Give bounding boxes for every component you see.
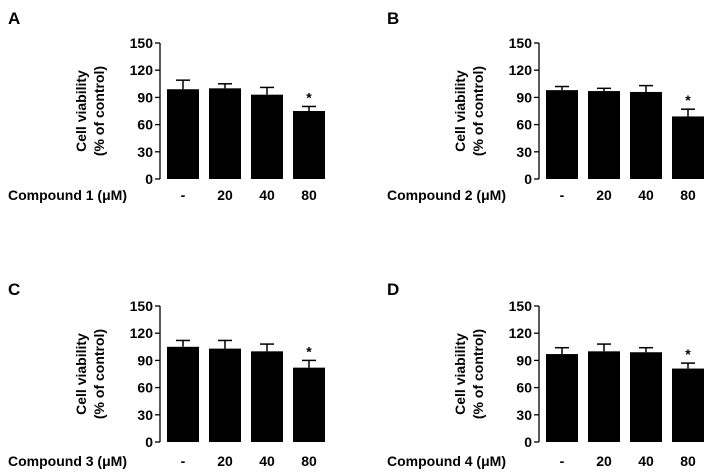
y-axis-title: Cell viability xyxy=(73,333,89,415)
y-tick-label: 0 xyxy=(524,434,532,450)
bar xyxy=(546,354,578,442)
panel-a: A 0 30 60 90 120 150 Cell viability (% of contro… xyxy=(8,9,325,203)
y-tick-label: 30 xyxy=(137,144,153,160)
y-axis-subtitle: (% of control) xyxy=(91,329,107,419)
y-tick-label: 30 xyxy=(516,407,532,423)
x-tick-label: - xyxy=(560,453,565,469)
x-tick-label: 20 xyxy=(596,453,612,469)
y-axis-title: Cell viability xyxy=(452,333,468,415)
treatment-label: Compound 1 (μM) xyxy=(8,187,127,203)
y-tick-label: 150 xyxy=(509,35,533,51)
x-tick-label: - xyxy=(560,187,565,203)
y-tick-label: 30 xyxy=(516,144,532,160)
bar xyxy=(209,88,241,179)
significance-marker: * xyxy=(685,92,691,108)
x-tick-label: 40 xyxy=(259,453,275,469)
bar xyxy=(251,351,283,442)
y-axis-title: Cell viability xyxy=(73,70,89,152)
y-tick-label: 60 xyxy=(516,117,532,133)
y-tick-label: 60 xyxy=(137,380,153,396)
bar xyxy=(672,368,704,442)
y-axis-title: Cell viability xyxy=(452,70,468,152)
significance-marker: * xyxy=(685,346,691,362)
bar xyxy=(588,351,620,442)
bar xyxy=(167,89,199,179)
bar xyxy=(630,352,662,442)
y-tick-label: 90 xyxy=(137,352,153,368)
treatment-label: Compound 2 (μM) xyxy=(387,187,506,203)
x-tick-label: 40 xyxy=(638,187,654,203)
y-tick-label: 0 xyxy=(524,171,532,187)
bar xyxy=(209,348,241,442)
y-tick-label: 90 xyxy=(516,89,532,105)
bar xyxy=(630,91,662,179)
x-tick-label: 80 xyxy=(680,453,696,469)
bar xyxy=(672,116,704,179)
significance-marker: * xyxy=(306,343,312,359)
panel-b: B 0 30 60 90 120 150 Cell viability (% of contro… xyxy=(387,9,704,203)
y-tick-label: 90 xyxy=(516,352,532,368)
y-tick-label: 0 xyxy=(145,171,153,187)
bar xyxy=(251,94,283,179)
y-axis-subtitle: (% of control) xyxy=(470,66,486,156)
y-tick-label: 0 xyxy=(145,434,153,450)
bar xyxy=(293,367,325,442)
y-tick-label: 60 xyxy=(516,380,532,396)
y-tick-label: 120 xyxy=(130,62,154,78)
y-tick-label: 90 xyxy=(137,89,153,105)
x-tick-label: 20 xyxy=(596,187,612,203)
panel-label: D xyxy=(387,280,399,299)
bar xyxy=(588,91,620,179)
y-axis-subtitle: (% of control) xyxy=(91,66,107,156)
treatment-label: Compound 3 (μM) xyxy=(8,453,127,469)
y-tick-label: 150 xyxy=(130,298,154,314)
x-tick-label: 20 xyxy=(217,187,233,203)
y-tick-label: 60 xyxy=(137,117,153,133)
panel-c: C 0 30 60 90 120 150 Cell viability (% of contro… xyxy=(8,280,325,469)
panel-label: A xyxy=(8,9,20,28)
panel-label: B xyxy=(387,9,399,28)
x-tick-label: 80 xyxy=(301,453,317,469)
y-tick-label: 150 xyxy=(509,298,533,314)
bar xyxy=(167,346,199,442)
y-tick-label: 150 xyxy=(130,35,154,51)
panel-label: C xyxy=(8,280,20,299)
x-tick-label: 40 xyxy=(638,453,654,469)
y-axis-subtitle: (% of control) xyxy=(470,329,486,419)
significance-marker: * xyxy=(306,89,312,105)
x-tick-label: 40 xyxy=(259,187,275,203)
x-tick-label: 80 xyxy=(301,187,317,203)
x-tick-label: 20 xyxy=(217,453,233,469)
x-tick-label: 80 xyxy=(680,187,696,203)
x-tick-label: - xyxy=(181,453,186,469)
y-tick-label: 120 xyxy=(509,325,533,341)
y-tick-label: 120 xyxy=(130,325,154,341)
y-tick-label: 120 xyxy=(509,62,533,78)
treatment-label: Compound 4 (μM) xyxy=(387,453,506,469)
bar xyxy=(546,90,578,179)
panel-d: D 0 30 60 90 120 150 Cell viability (% of contro… xyxy=(387,280,704,469)
y-tick-label: 30 xyxy=(137,407,153,423)
x-tick-label: - xyxy=(181,187,186,203)
bar xyxy=(293,111,325,179)
